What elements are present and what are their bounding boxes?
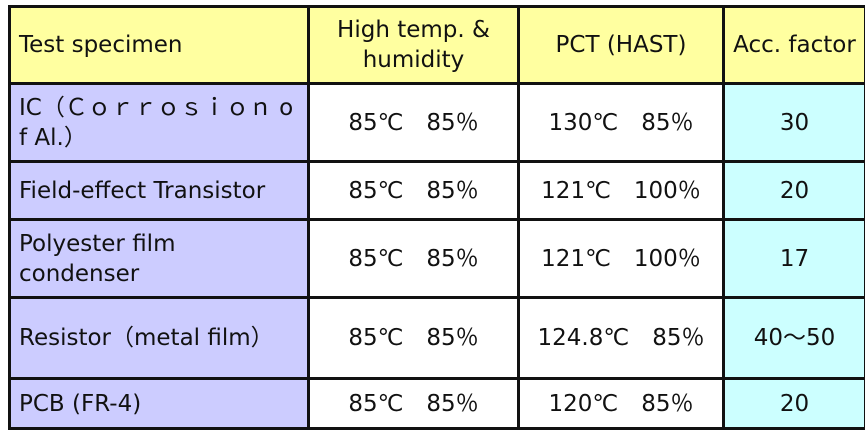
pct-cell: 120℃ 85％ [517, 377, 725, 430]
specimen-cell: PCB (FR-4) [8, 377, 310, 430]
acc-factor-cell: 20 [722, 160, 865, 221]
pct-cell: 121℃ 100％ [517, 218, 725, 299]
high-temp-cell: 85℃ 85％ [307, 160, 520, 221]
acc-factor-cell: 17 [722, 218, 865, 299]
table-row: Polyester film condenser 85℃ 85％ 121℃ 10… [8, 218, 865, 299]
pct-cell: 124.8℃ 85％ [517, 296, 725, 380]
header-row: Test specimen High temp. & humidity PCT … [8, 5, 865, 85]
high-temp-cell: 85℃ 85％ [307, 377, 520, 430]
table-row: Field-effect Transistor 85℃ 85％ 121℃ 100… [8, 160, 865, 221]
specimen-cell: IC（Ｃｏｒｒｏｓｉｏｎ of Al.） [8, 82, 310, 163]
table-row: IC（Ｃｏｒｒｏｓｉｏｎ of Al.） 85℃ 85％ 130℃ 85％ 30 [8, 82, 865, 163]
header-high-temp-humidity: High temp. & humidity [307, 5, 520, 85]
header-pct-hast: PCT (HAST) [517, 5, 725, 85]
pct-cell: 130℃ 85％ [517, 82, 725, 163]
pct-cell: 121℃ 100％ [517, 160, 725, 221]
high-temp-cell: 85℃ 85％ [307, 296, 520, 380]
specimen-cell: Field-effect Transistor [8, 160, 310, 221]
acc-factor-cell: 20 [722, 377, 865, 430]
header-acc-factor: Acc. factor [722, 5, 865, 85]
table-row: PCB (FR-4) 85℃ 85％ 120℃ 85％ 20 [8, 377, 865, 430]
table-row: Resistor（metal film） 85℃ 85％ 124.8℃ 85％ … [8, 296, 865, 380]
acc-factor-cell: 30 [722, 82, 865, 163]
acceleration-factor-table: Test specimen High temp. & humidity PCT … [8, 5, 865, 430]
specimen-cell: Polyester film condenser [8, 218, 310, 299]
high-temp-cell: 85℃ 85％ [307, 218, 520, 299]
specimen-cell: Resistor（metal film） [8, 296, 310, 380]
high-temp-cell: 85℃ 85％ [307, 82, 520, 163]
acc-factor-cell: 40～50 [722, 296, 865, 380]
header-test-specimen: Test specimen [8, 5, 310, 85]
